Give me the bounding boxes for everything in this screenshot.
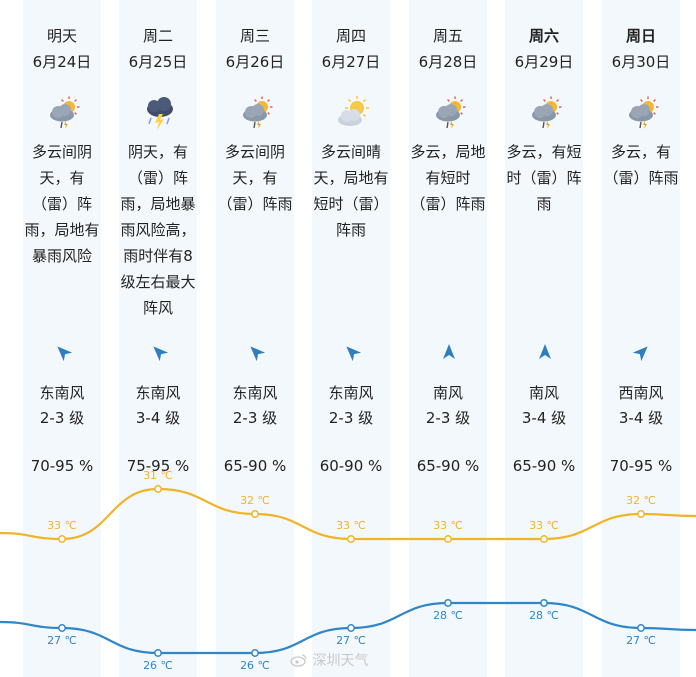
humidity: 75-95 % (126, 457, 190, 475)
cloudy-thunder-rain-icon (239, 96, 275, 132)
wind-direction: 东南风 (135, 384, 181, 402)
wind-direction-arrow-icon (54, 343, 73, 362)
weather-description: 多云，局地 有短时 （雷）阵雨 (410, 143, 486, 213)
humidity: 65-90 % (223, 457, 287, 475)
date-label: 6月24日 (32, 53, 92, 71)
date-label: 6月28日 (418, 53, 478, 71)
wind-level: 3-4 级 (521, 409, 567, 427)
cloudy-thunder-rain-icon (625, 96, 661, 132)
wind-direction: 东南风 (39, 384, 85, 402)
day-label: 周六 (528, 27, 559, 45)
wind-level: 3-4 级 (135, 409, 181, 427)
day-column: 周三 6月26日多云间阴 天，有 （雷）阵雨东南风 2-3 级 65-90 % (216, 0, 294, 677)
cloudy-thunder-rain-icon (528, 96, 564, 132)
wind-direction: 东南风 (232, 384, 278, 402)
weather-description: 多云间阴 天，有 （雷）阵 雨，局地有 暴雨风险 (24, 143, 100, 265)
wind-direction: 南风 (528, 384, 559, 402)
date-label: 6月26日 (225, 53, 285, 71)
weibo-icon (290, 653, 308, 667)
humidity: 70-95 % (609, 457, 673, 475)
date-label: 6月25日 (128, 53, 188, 71)
wind-direction: 西南风 (618, 384, 664, 402)
wind-direction: 南风 (432, 384, 463, 402)
humidity: 60-90 % (319, 457, 383, 475)
wind-level: 2-3 级 (425, 409, 471, 427)
humidity: 65-90 % (416, 457, 480, 475)
thunderstorm-icon (142, 96, 178, 132)
cloudy-thunder-rain-icon (432, 96, 468, 132)
watermark-text: 深圳天气 (312, 653, 369, 669)
day-column: 周四 6月27日多云间晴 天，局地有 短时（雷） 阵雨东南风 2-3 级 60-90 … (312, 0, 390, 677)
wind-level: 2-3 级 (328, 409, 374, 427)
weather-description: 多云间阴 天，有 （雷）阵雨 (217, 143, 293, 213)
day-column: 周日 6月30日多云，有 （雷）阵雨西南风 3-4 级 70-95 % (602, 0, 680, 677)
wind-direction-arrow-icon (150, 343, 169, 362)
wind-level: 2-3 级 (39, 409, 85, 427)
weibo-watermark: 深圳天气 (290, 650, 368, 670)
date-label: 6月27日 (321, 53, 381, 71)
wind-direction-arrow-icon (536, 343, 554, 361)
date-label: 6月30日 (611, 53, 671, 71)
day-label: 周日 (625, 27, 656, 45)
wind-direction-arrow-icon (343, 343, 362, 362)
weather-description: 多云，有 （雷）阵雨 (603, 143, 679, 187)
humidity: 65-90 % (512, 457, 576, 475)
day-label: 明天 (46, 27, 77, 45)
day-label: 周五 (432, 27, 463, 45)
day-label: 周二 (142, 27, 173, 45)
cloudy-thunder-rain-icon (46, 96, 82, 132)
day-column: 明天 6月24日多云间阴 天，有 （雷）阵 雨，局地有 暴雨风险东南风 2-3 级 7… (23, 0, 101, 677)
weather-description: 多云，有短 时（雷）阵 雨 (506, 143, 582, 213)
day-column: 周六 6月29日多云，有短 时（雷）阵 雨南风 3-4 级 65-90 % (505, 0, 583, 677)
weather-description: 多云间晴 天，局地有 短时（雷） 阵雨 (313, 143, 389, 239)
weather-description: 阴天，有 （雷）阵 雨，局地暴 雨风险高， 雨时伴有8 级左右最大 阵风 (120, 143, 196, 317)
wind-direction-arrow-icon (440, 343, 458, 361)
date-label: 6月29日 (514, 53, 574, 71)
day-column: 周五 6月28日多云，局地 有短时 （雷）阵雨南风 2-3 级 65-90 % (409, 0, 487, 677)
day-label: 周四 (335, 27, 366, 45)
humidity: 70-95 % (30, 457, 94, 475)
wind-direction: 东南风 (328, 384, 374, 402)
wind-level: 3-4 级 (618, 409, 664, 427)
wind-direction-arrow-icon (247, 343, 266, 362)
partly-sunny-icon (335, 96, 371, 132)
wind-level: 2-3 级 (232, 409, 278, 427)
day-column: 周二 6月25日阴天，有 （雷）阵 雨，局地暴 雨风险高， 雨时伴有8 级左右最大… (119, 0, 197, 677)
wind-direction-arrow-icon (632, 343, 651, 362)
day-label: 周三 (239, 27, 270, 45)
